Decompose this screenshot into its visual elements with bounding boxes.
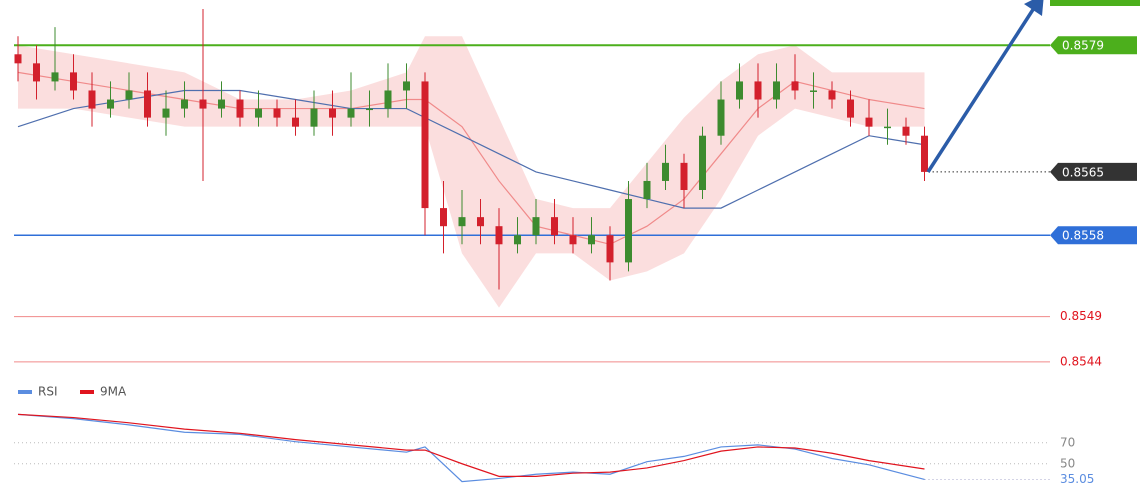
candle-body [884, 126, 891, 129]
candle-body [14, 54, 22, 64]
candle-body [329, 108, 336, 118]
candle-body [181, 99, 188, 109]
arrow-head [1024, 0, 1044, 16]
candle-body [921, 135, 928, 172]
candle-body [366, 108, 373, 111]
candle-body [403, 81, 410, 91]
candle-body [384, 90, 392, 109]
last-price-label: 0.8565 [1062, 165, 1104, 179]
candle-body [717, 99, 725, 136]
candle-body [680, 162, 688, 190]
candle-body [477, 217, 484, 227]
candle-body [588, 235, 595, 245]
candle-body [255, 108, 262, 118]
candle-body [606, 235, 614, 263]
candle-body [569, 235, 577, 245]
candle-body [810, 90, 817, 92]
candle-body [754, 81, 762, 100]
candle-body [458, 217, 466, 227]
candle-body [736, 81, 743, 100]
candle-body [347, 108, 355, 118]
candle-body [33, 63, 40, 82]
candle-body [495, 226, 503, 245]
candle-body [218, 99, 225, 109]
candle-body [199, 99, 207, 109]
last-price-box [1050, 162, 1137, 181]
candle-body [440, 208, 447, 227]
candle-body [273, 108, 281, 118]
candle-body [699, 135, 706, 190]
level-label: 0.8549 [1060, 309, 1102, 323]
candle-body [828, 90, 836, 100]
level-box [1050, 36, 1137, 55]
candle-body [847, 99, 854, 118]
candle-body [532, 217, 540, 236]
candle-body [236, 99, 244, 118]
candle-body [310, 108, 318, 127]
candle-body [88, 90, 96, 109]
candle-body [902, 126, 910, 136]
level-box [1050, 226, 1137, 245]
candle-body [107, 99, 114, 109]
candle-body [514, 235, 521, 245]
trend-arrow [926, 0, 1044, 173]
candle-body [144, 90, 151, 118]
candle-body [125, 90, 133, 100]
legend-label: RSI [38, 385, 58, 399]
candle-body [791, 81, 799, 91]
legend-label: 9MA [100, 385, 127, 399]
level-label: 0.8579 [1062, 39, 1104, 53]
candle-body [643, 180, 651, 200]
level-label: 0.8544 [1060, 354, 1102, 368]
candle-body [292, 117, 299, 127]
target-box [1050, 0, 1140, 6]
last-rsi-label: 35.05 [1060, 472, 1094, 486]
candle-body [865, 117, 873, 127]
level-label: 0.8558 [1062, 229, 1104, 243]
candle-body [70, 72, 77, 91]
candle-body [51, 72, 59, 82]
candle-body [662, 162, 669, 181]
y-tick-label: 70 [1060, 435, 1075, 449]
y-tick-label: 50 [1060, 456, 1075, 470]
bollinger-band [18, 36, 925, 308]
candle-body [625, 199, 632, 263]
candle-body [551, 217, 558, 236]
rsi-line [17, 413, 925, 477]
candle-body [421, 81, 429, 209]
candle-body [162, 108, 170, 118]
arrow-shaft [926, 7, 1036, 173]
moving-average [17, 89, 925, 209]
candle-body [773, 81, 780, 100]
